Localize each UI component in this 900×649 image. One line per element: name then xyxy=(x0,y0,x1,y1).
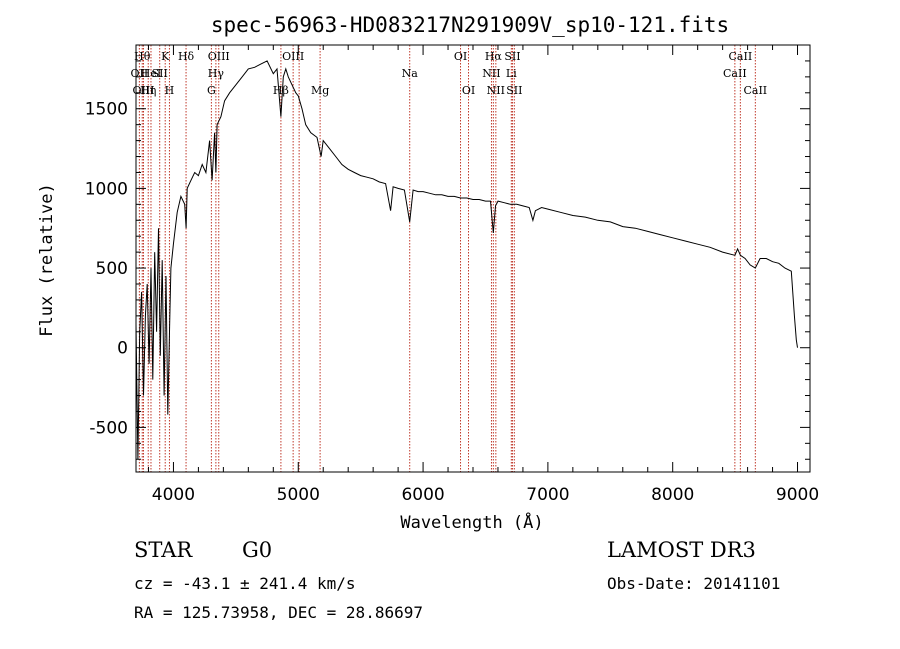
y-tick-label: 1500 xyxy=(85,100,128,120)
line-label: Mg xyxy=(311,84,329,97)
line-label: CaII xyxy=(723,67,747,80)
line-label: NII xyxy=(487,84,505,97)
observation-date: Obs-Date: 20141101 xyxy=(607,574,781,593)
redshift-value: cz = -43.1 ± 241.4 km/s xyxy=(134,574,356,593)
line-label: Hβ xyxy=(273,84,289,97)
spectrum-line xyxy=(135,60,798,460)
x-axis-label: Wavelength (Å) xyxy=(400,511,543,533)
line-label: NII xyxy=(482,67,500,80)
coordinates: RA = 125.73958, DEC = 28.86697 xyxy=(134,603,423,622)
x-axis-ticks: 4000 5000 6000 7000 8000 9000 xyxy=(147,45,819,505)
line-label: G xyxy=(207,84,216,97)
line-label: OIII xyxy=(282,50,304,63)
plot-frame xyxy=(135,44,811,473)
object-class: STAR xyxy=(134,538,193,562)
y-tick-label: -500 xyxy=(89,418,128,438)
line-label: Hη xyxy=(140,84,156,97)
y-axis-label: Flux (relative) xyxy=(37,183,57,337)
line-label: OI xyxy=(462,84,475,97)
line-label: K xyxy=(161,50,170,63)
y-tick-label: 0 xyxy=(117,339,128,359)
line-label: H xyxy=(165,84,175,97)
line-label: Hθ xyxy=(134,50,151,63)
line-label: SII xyxy=(152,67,168,80)
x-tick-label: 4000 xyxy=(152,485,195,505)
y-axis-ticks: -500 0 500 1000 1500 xyxy=(85,44,810,460)
x-tick-label: 7000 xyxy=(526,485,569,505)
x-tick-label: 8000 xyxy=(651,485,694,505)
line-label: OIII xyxy=(132,84,154,97)
subclass: G0 xyxy=(242,538,273,562)
line-markers xyxy=(138,45,756,472)
x-tick-label: 9000 xyxy=(776,485,819,505)
line-label: Hγ xyxy=(208,67,225,80)
line-label: OIII xyxy=(208,50,230,63)
line-label: OI xyxy=(454,50,467,63)
line-label: CaII xyxy=(743,84,767,97)
line-label: SII xyxy=(504,50,520,63)
line-labels: OIIHθOIIIHηHeISIIKHHδGHγOIIIHβOIIIMgNaOI… xyxy=(131,50,768,97)
line-label: CaII xyxy=(729,50,753,63)
line-label: HeI xyxy=(141,67,161,80)
y-tick-label: 500 xyxy=(96,259,128,279)
line-label: Hδ xyxy=(178,50,195,63)
survey-name: LAMOST DR3 xyxy=(607,538,756,562)
line-label: Hα xyxy=(485,50,503,63)
line-label: Na xyxy=(402,67,419,80)
chart-title: spec-56963-HD083217N291909V_sp10-121.fit… xyxy=(211,13,729,37)
line-label: SII xyxy=(506,84,522,97)
line-label: Li xyxy=(506,67,517,80)
y-tick-label: 1000 xyxy=(85,179,128,199)
x-tick-label: 5000 xyxy=(277,485,320,505)
x-tick-label: 6000 xyxy=(401,485,444,505)
line-label: OII xyxy=(131,67,149,80)
